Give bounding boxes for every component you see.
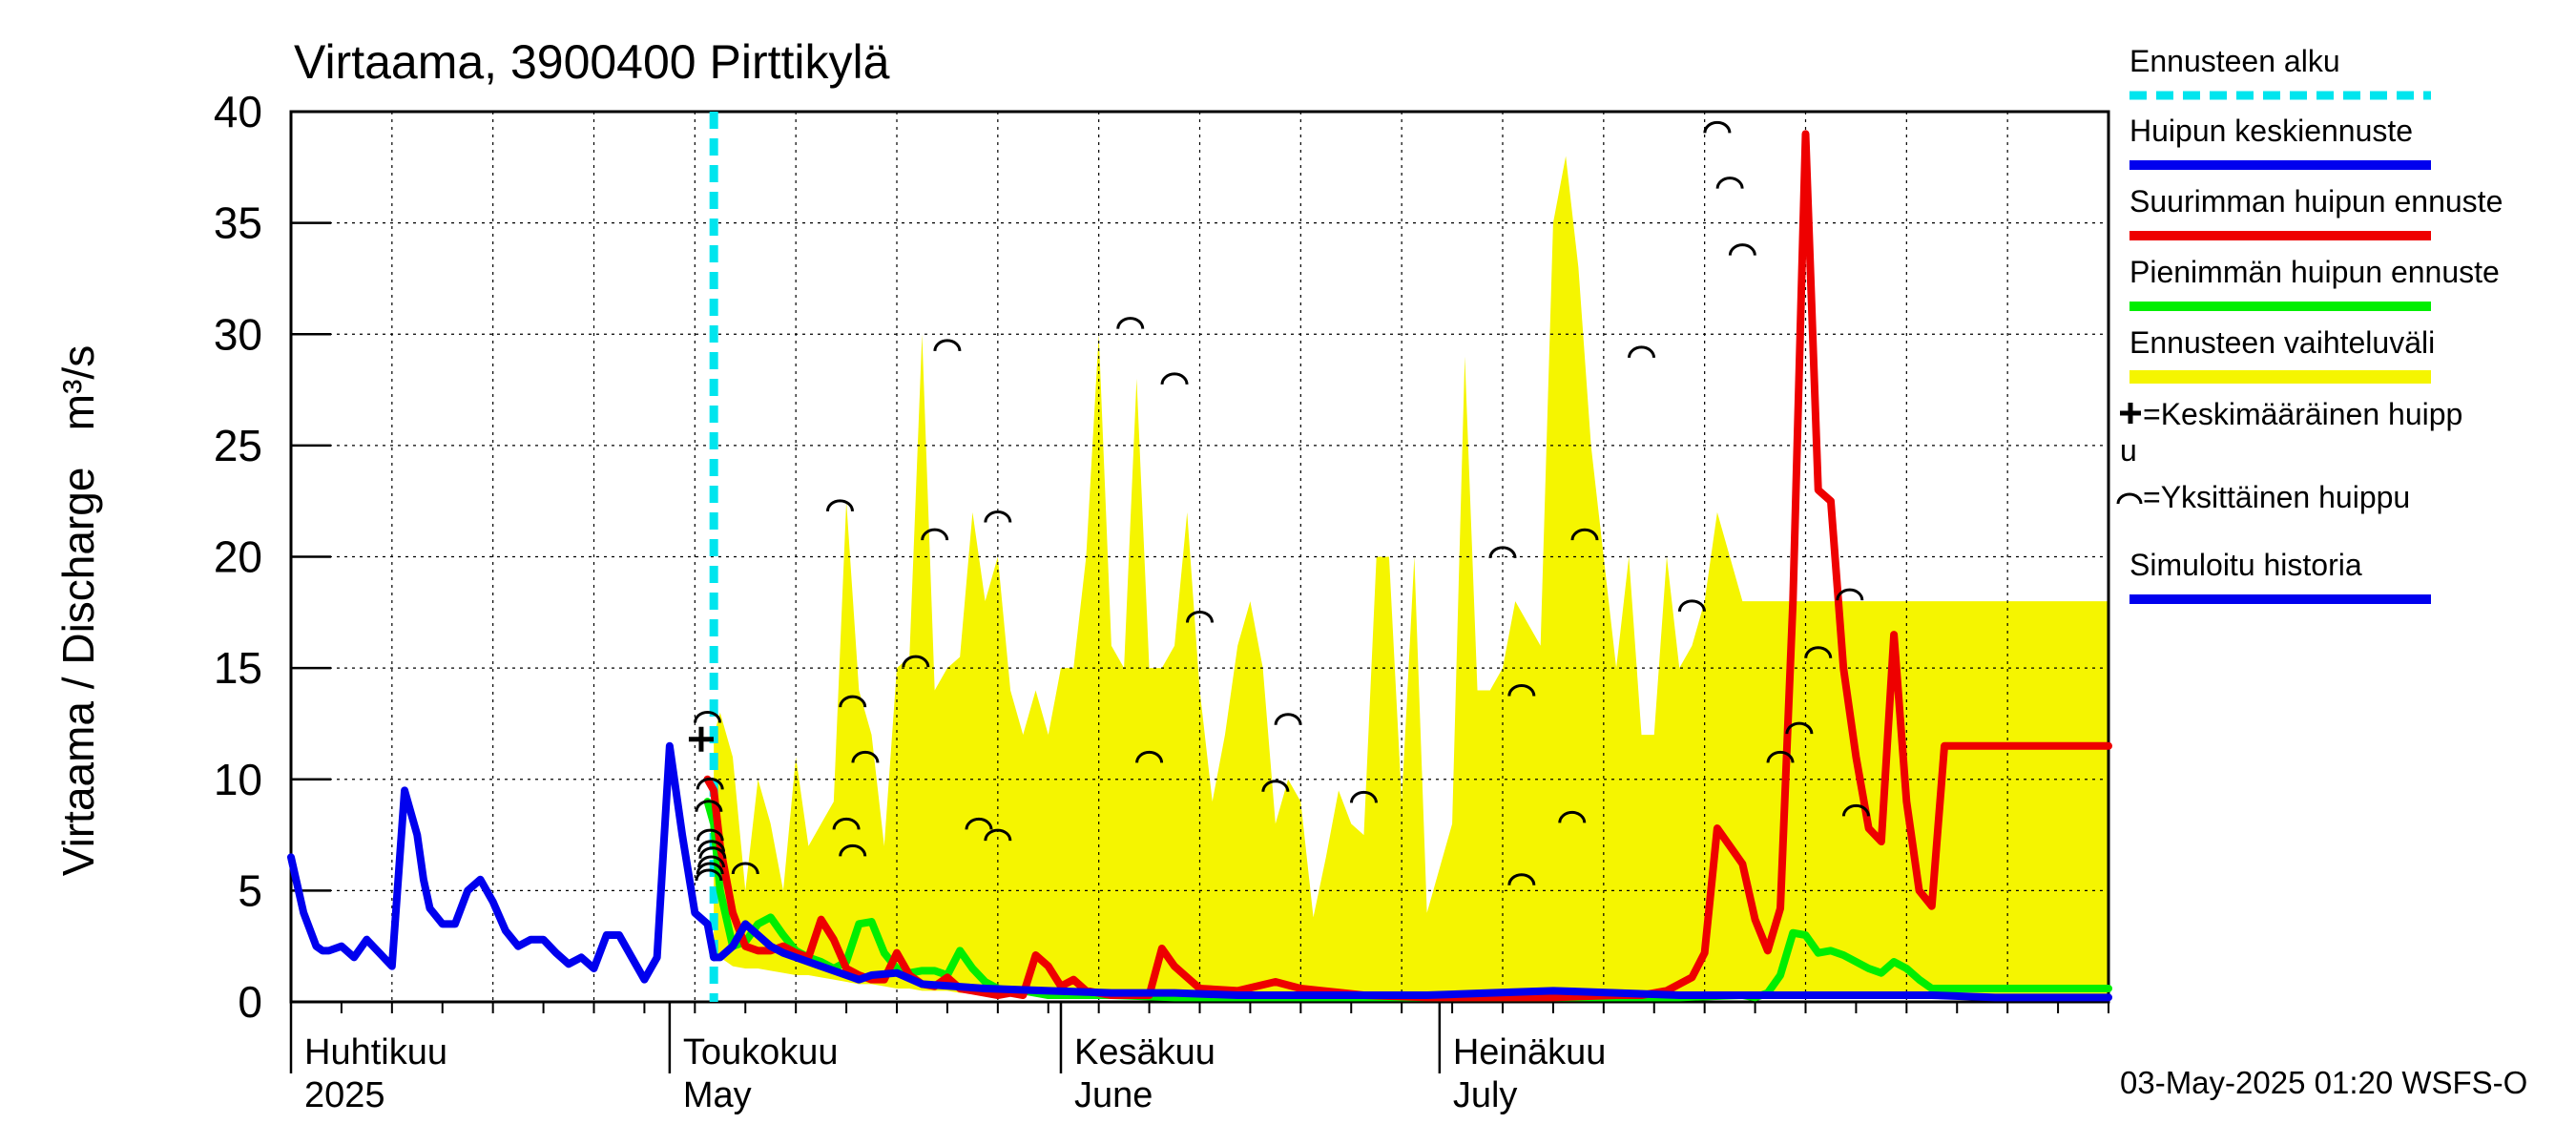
month-label-fi: Kesäkuu	[1074, 1032, 1215, 1072]
month-label-fi: Huhtikuu	[304, 1032, 447, 1072]
month-label-en: 2025	[304, 1075, 385, 1115]
y-tick-label: 35	[214, 198, 262, 248]
y-tick-label: 5	[238, 865, 262, 915]
legend-label: Huipun keskiennuste	[2129, 114, 2413, 148]
individual-peak-marker	[697, 855, 726, 868]
individual-peak-marker	[1349, 790, 1378, 803]
legend-label: =Yksittäinen huippu	[2143, 480, 2410, 514]
simulated-history-line	[287, 741, 718, 984]
legend-label: =Keskimääräinen huipp	[2143, 397, 2462, 431]
individual-peak-marker	[696, 862, 724, 875]
y-axis-label: Virtaama / Discharge m³/s	[53, 345, 103, 876]
individual-peak-marker	[1728, 243, 1756, 256]
individual-peak-marker	[832, 817, 861, 830]
individual-peak-marker	[1261, 780, 1290, 792]
individual-peak-marker	[695, 868, 723, 882]
forecast-range-band	[714, 156, 2109, 998]
individual-peak-marker	[695, 800, 723, 812]
legend-label: Pienimmän huipun ennuste	[2129, 255, 2500, 289]
individual-peak-marker	[825, 499, 854, 512]
individual-peak-marker	[965, 817, 993, 830]
individual-peak-marker	[1186, 610, 1214, 623]
month-label-en: July	[1453, 1075, 1518, 1115]
individual-peak-marker	[1507, 873, 1536, 885]
individual-peak-marker	[694, 710, 722, 723]
legend-label-cont: u	[2120, 433, 2137, 468]
month-label-en: May	[683, 1075, 752, 1115]
y-tick-label: 20	[214, 532, 262, 582]
individual-peak-marker	[696, 828, 724, 842]
individual-peak-marker	[1274, 713, 1302, 725]
y-tick-label: 0	[238, 977, 262, 1027]
individual-peak-marker	[1570, 528, 1599, 541]
individual-peak-marker	[1785, 721, 1814, 735]
individual-peak-marker	[933, 339, 962, 352]
individual-peak-marker	[1628, 345, 1656, 359]
legend: Ennusteen alku Huipun keskiennuste Suurimm…	[2116, 44, 2503, 604]
plot-area: 0510152025303540Huhtikuu2025ToukokuuMayK…	[214, 87, 2112, 1115]
individual-peak-marker	[698, 846, 727, 859]
individual-peak-marker	[1841, 803, 1870, 817]
individual-peak-marker	[984, 510, 1012, 523]
individual-peak-marker	[1677, 599, 1706, 612]
individual-peak-marker	[1558, 810, 1587, 823]
y-tick-label: 30	[214, 309, 262, 359]
legend-label: Ennusteen vaihteluväli	[2129, 325, 2435, 360]
footer-timestamp: 03-May-2025 01:20 WSFS-O	[2120, 1065, 2527, 1100]
y-tick-label: 40	[214, 87, 262, 136]
month-label-fi: Heinäkuu	[1453, 1032, 1607, 1072]
month-label-en: June	[1074, 1075, 1153, 1115]
individual-peak-marker	[697, 840, 726, 852]
individual-peak-marker	[1507, 683, 1536, 697]
individual-peak-marker	[902, 655, 930, 668]
individual-peak-marker	[851, 750, 880, 763]
y-tick-label: 25	[214, 421, 262, 470]
mean-peak-marker	[688, 726, 714, 752]
individual-peak-marker	[1116, 317, 1145, 329]
individual-peak-marker	[921, 528, 949, 541]
legend-label: Simuloitu historia	[2129, 548, 2362, 582]
legend-label: Suurimman huipun ennuste	[2129, 184, 2503, 219]
mean-peak-forecast-line	[710, 920, 2112, 1002]
month-label-fi: Toukokuu	[683, 1032, 839, 1072]
individual-peak-marker	[1703, 120, 1732, 134]
y-tick-label: 15	[214, 643, 262, 693]
individual-peak-marker	[1135, 750, 1164, 763]
individual-peak-marker	[1836, 588, 1864, 601]
individual-peak-marker	[839, 843, 867, 857]
individual-peak-marker	[1488, 546, 1517, 559]
individual-peak-marker	[1160, 372, 1189, 385]
individual-peak-marker	[731, 862, 759, 875]
legend-plus-icon	[2120, 403, 2141, 424]
y-tick-label: 10	[214, 755, 262, 804]
individual-peak-marker	[1804, 646, 1833, 658]
legend-label: Ennusteen alku	[2129, 44, 2340, 78]
legend-arc-icon	[2116, 492, 2143, 505]
chart-title: Virtaama, 3900400 Pirttikylä	[294, 35, 890, 89]
individual-peak-marker	[696, 777, 724, 790]
individual-peak-marker	[1766, 750, 1795, 763]
individual-peak-marker	[839, 695, 867, 708]
individual-peak-marker	[984, 828, 1012, 842]
individual-peak-marker	[1715, 177, 1744, 189]
